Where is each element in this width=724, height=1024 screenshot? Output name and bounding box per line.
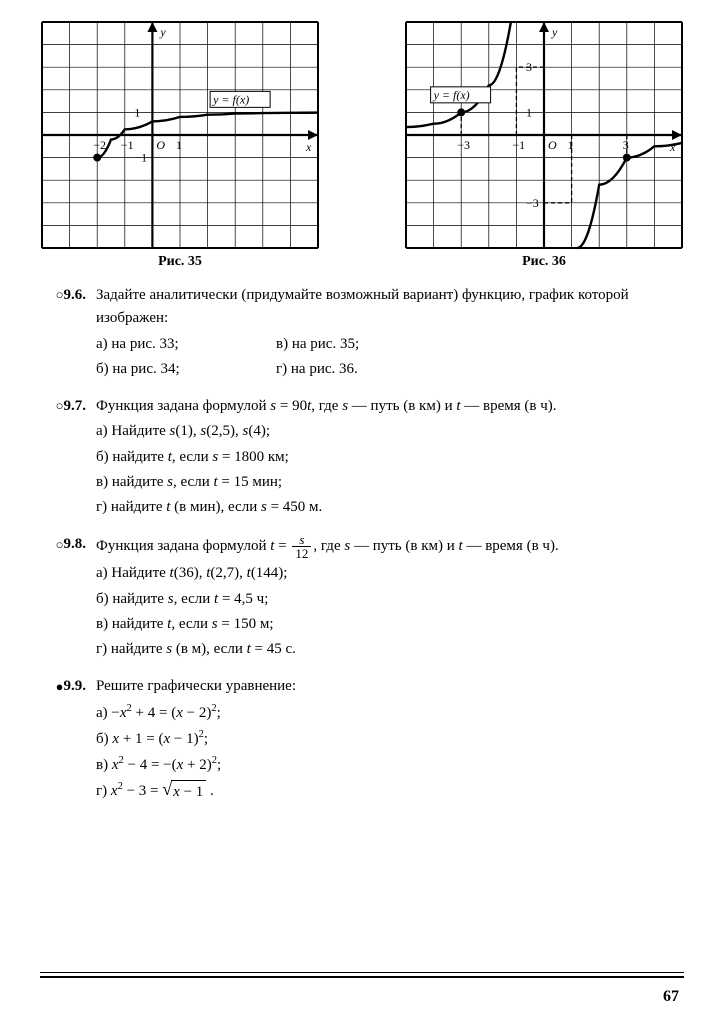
svg-text:O: O — [156, 138, 165, 152]
svg-text:−3: −3 — [526, 196, 539, 210]
svg-text:O: O — [548, 138, 557, 152]
problem-number-text: 9.9. — [64, 678, 87, 694]
problem-subitem: б) найдите s, если t = 4,5 ч; — [96, 588, 684, 611]
problem-subitem: а) Найдите s(1), s(2,5), s(4); — [96, 420, 684, 443]
circle-icon: ○ — [56, 285, 64, 305]
problem-body: Решите графически уравнение: а) −x2 + 4 =… — [96, 675, 684, 804]
problems-list: ○9.6.Задайте аналитически (придумайте во… — [40, 284, 684, 805]
svg-text:1: 1 — [176, 138, 182, 152]
problem-text: Функция задана формулой s = 90t, где s —… — [96, 395, 684, 418]
problem-number: ○9.7. — [40, 395, 96, 519]
problem-text: Функция задана формулой t = s12, где s —… — [96, 533, 684, 560]
svg-text:y: y — [159, 25, 166, 39]
figure-36: −3−11313−3Oxyy = f(x) Рис. 36 — [404, 20, 684, 270]
figure-36-caption: Рис. 36 — [522, 254, 566, 270]
problem-number-text: 9.6. — [64, 287, 87, 303]
circle-icon: ○ — [56, 535, 64, 555]
circle-icon: ○ — [56, 396, 64, 416]
problem-subitem: в) x2 − 4 = −(x + 2)2; — [96, 753, 684, 777]
svg-text:1: 1 — [134, 105, 140, 119]
problem-subitem: а) −x2 + 4 = (x − 2)2; — [96, 701, 684, 725]
problem-number-text: 9.7. — [64, 398, 87, 414]
problem-subitem: а) Найдите t(36), t(2,7), t(144); — [96, 562, 684, 585]
problem: ●9.9.Решите графически уравнение:а) −x2 … — [40, 675, 684, 804]
svg-text:1: 1 — [526, 105, 532, 119]
svg-text:x: x — [669, 140, 676, 154]
bottom-rule — [40, 975, 684, 978]
figure-35: −2 −1 1 1 −1 Ox y y = f(x) Рис. 35 — [40, 20, 320, 270]
problem-subitem: б) найдите t, если s = 1800 км; — [96, 446, 684, 469]
problem-subitem: г) на рис. 36. — [276, 358, 456, 381]
problem-subitem: в) найдите s, если t = 15 мин; — [96, 471, 684, 494]
problem-number: ○9.6. — [40, 284, 96, 381]
problem-subitem: в) на рис. 35; — [276, 333, 456, 356]
problem-subitem: б) на рис. 34; — [96, 358, 276, 381]
svg-text:−1: −1 — [134, 151, 147, 165]
problem-number: ●9.9. — [40, 675, 96, 804]
graph-36-svg: −3−11313−3Oxyy = f(x) — [404, 20, 684, 250]
svg-text:y = f(x): y = f(x) — [433, 88, 470, 102]
problem-body: Функция задана формулой t = s12, где s —… — [96, 533, 684, 661]
filled-circle-icon: ● — [56, 677, 64, 697]
svg-text:−1: −1 — [121, 138, 134, 152]
problem-number: ○9.8. — [40, 533, 96, 661]
problem-subitem: б) x + 1 = (x − 1)2; — [96, 727, 684, 751]
problem-body: Функция задана формулой s = 90t, где s —… — [96, 395, 684, 519]
figure-35-caption: Рис. 35 — [158, 254, 202, 270]
problem: ○9.6.Задайте аналитически (придумайте во… — [40, 284, 684, 381]
svg-text:−3: −3 — [457, 138, 470, 152]
problem-subitem: г) x2 − 3 = √x − 1 . — [96, 779, 684, 804]
svg-text:y: y — [551, 25, 558, 39]
problem-subitem: в) найдите t, если s = 150 м; — [96, 613, 684, 636]
problem-number-text: 9.8. — [64, 536, 87, 552]
svg-text:x: x — [305, 140, 312, 154]
problem-subitem: г) найдите s (в м), если t = 45 с. — [96, 638, 684, 661]
problem-text: Решите графически уравнение: — [96, 675, 684, 698]
problem-subitem: г) найдите t (в мин), если s = 450 м. — [96, 496, 684, 519]
problem-subitem: а) на рис. 33; — [96, 333, 276, 356]
svg-text:−1: −1 — [512, 138, 525, 152]
svg-text:−2: −2 — [93, 138, 106, 152]
problem: ○9.7.Функция задана формулой s = 90t, гд… — [40, 395, 684, 519]
svg-text:1: 1 — [568, 138, 574, 152]
svg-text:y = f(x): y = f(x) — [212, 92, 249, 106]
problem: ○9.8.Функция задана формулой t = s12, гд… — [40, 533, 684, 661]
problem-body: Задайте аналитически (придумайте возможн… — [96, 284, 684, 381]
svg-text:3: 3 — [623, 138, 629, 152]
problem-text: Задайте аналитически (придумайте возможн… — [96, 284, 684, 331]
graph-35-svg: −2 −1 1 1 −1 Ox y y = f(x) — [40, 20, 320, 250]
page-number: 67 — [663, 988, 679, 1006]
